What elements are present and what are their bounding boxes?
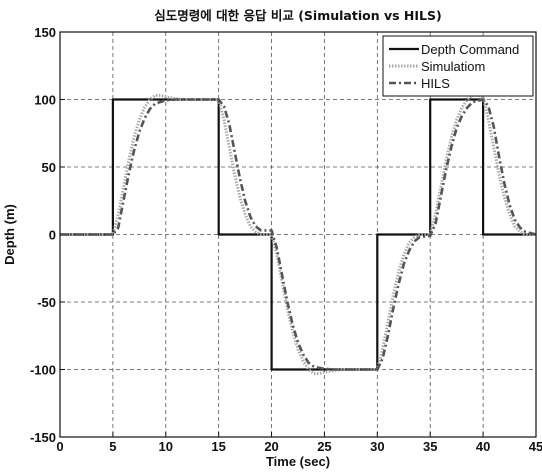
legend: Depth Command Simulatiom HILS [382,35,534,97]
legend-label-1: Simulatiom [421,59,485,74]
series-lines [60,93,537,376]
chart-title: 심도명령에 대한 응답 비교 (Simulation vs HILS) [154,8,441,23]
x-axis-label: Time (sec) [266,454,330,469]
y-axis-label: Depth (m) [2,204,17,265]
legend-label-0: Depth Command [421,42,519,57]
plot-frame [59,31,537,438]
x-tick-label: 45 [529,439,542,454]
legend-label-2: HILS [421,76,450,91]
y-tick-label: -150 [30,430,56,445]
y-tick-label: -50 [37,295,56,310]
x-tick-label: 15 [211,439,225,454]
x-tick-label: 10 [159,439,173,454]
series-line-2 [60,98,537,371]
y-tick-label: 150 [34,25,56,40]
x-tick-label: 0 [56,439,63,454]
series-line-0 [60,98,536,371]
y-tick-label: 100 [34,93,56,108]
x-tick-label: 35 [423,439,437,454]
tick-labels: 0 5 10 15 20 25 30 35 40 45 -150 -100 -50 0 50 100 150 [30,25,542,454]
x-tick-label: 5 [109,439,116,454]
y-tick-label: -100 [30,363,56,378]
x-tick-label: 40 [476,439,490,454]
y-tick-label: 50 [42,160,56,175]
x-tick-label: 20 [264,439,278,454]
x-tick-label: 25 [317,439,331,454]
x-tick-label: 30 [370,439,384,454]
y-tick-label: 0 [49,228,56,243]
